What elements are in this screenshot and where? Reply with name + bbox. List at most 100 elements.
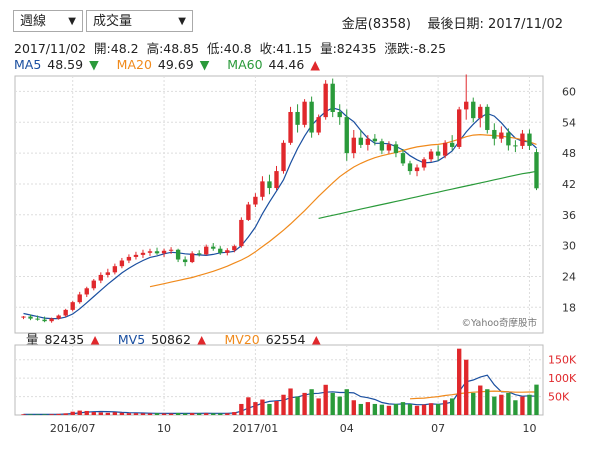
candle-body <box>527 133 532 146</box>
vol-value: 82435 <box>44 332 85 347</box>
candle-body <box>323 83 328 118</box>
indicator-select-value: 成交量 <box>93 14 133 29</box>
triangle-down-icon: ▼ <box>178 16 186 27</box>
volume-bar <box>260 399 265 415</box>
vol-label: 量 <box>26 332 39 347</box>
volume-bar <box>84 410 89 415</box>
candle-body <box>49 318 54 322</box>
price-tick-label: 60 <box>562 85 576 98</box>
candle-body <box>379 141 385 151</box>
volume-bar <box>232 412 237 415</box>
price-tick-label: 54 <box>562 116 576 129</box>
mv5-value: 50862 <box>151 332 191 347</box>
volume-bar <box>492 396 497 415</box>
volume-bar <box>534 384 539 415</box>
volume-bar <box>358 403 363 415</box>
candle-body <box>126 256 132 261</box>
volume-bar <box>309 389 314 415</box>
candle-body <box>140 252 146 255</box>
volume-bar <box>428 403 434 415</box>
candle-body <box>239 219 244 247</box>
volume-bar <box>386 405 392 415</box>
volume-bar <box>77 410 82 415</box>
ohlc-change: 漲跌:-8.25 <box>384 41 447 56</box>
watermark: ©Yahoo奇摩股市 <box>462 317 538 329</box>
volume-bar <box>499 394 504 415</box>
volume-tick-label: 100K <box>548 372 577 385</box>
candle-body <box>112 266 118 273</box>
candle-body <box>464 101 469 110</box>
price-panel-frame <box>14 75 544 334</box>
candle-body <box>274 171 279 189</box>
candle-body <box>84 288 89 295</box>
mv5-label: MV5 <box>117 332 146 347</box>
volume-bar <box>91 412 96 415</box>
ma20-value: 49.69 <box>157 57 194 72</box>
candle-body <box>246 204 251 220</box>
volume-tick-label: 50K <box>548 391 570 404</box>
candle-body <box>63 309 68 316</box>
volume-bar <box>393 403 399 415</box>
ohlc-summary: 2017/11/02 開:48.2 高:48.85 低:40.8 收:41.15… <box>14 38 450 57</box>
candle-body <box>28 316 33 319</box>
triangle-down-icon: ▼ <box>68 16 76 27</box>
candle-body <box>281 142 286 172</box>
candle-body <box>168 249 174 251</box>
candle-body <box>400 153 406 164</box>
candle-body <box>485 106 490 130</box>
ma20-arrow: ▼ <box>199 57 210 72</box>
candle-body <box>414 167 420 172</box>
volume-bar <box>379 404 385 415</box>
ohlc-high: 高:48.85 <box>146 41 200 56</box>
volume-bar <box>133 413 139 415</box>
price-tick-label: 18 <box>562 301 576 314</box>
candle-body <box>42 319 47 322</box>
candle-body <box>218 248 223 253</box>
ma5-line <box>23 107 537 320</box>
ma20-label: MA20 <box>116 57 152 72</box>
volume-bar <box>478 385 483 415</box>
indicator-select[interactable]: 成交量 ▼ <box>86 10 193 32</box>
volume-bar <box>154 413 160 415</box>
vol-arrow: ▲ <box>90 332 100 347</box>
volume-bar <box>302 392 307 415</box>
candle-body <box>330 83 335 112</box>
ma20-line <box>149 133 537 288</box>
volume-bar <box>119 412 125 415</box>
volume-bar <box>225 413 230 415</box>
volume-bar <box>267 403 272 415</box>
candle-body <box>175 249 181 260</box>
volume-bar <box>175 412 181 415</box>
volume-bar <box>105 412 111 415</box>
price-tick-label: 36 <box>562 209 576 222</box>
candle-body <box>295 111 300 125</box>
candle-body <box>225 250 230 253</box>
ohlc-close: 收:41.15 <box>259 41 313 56</box>
period-select[interactable]: 週線 ▼ <box>13 10 83 32</box>
volume-bar <box>323 384 328 415</box>
volume-bar <box>400 402 406 415</box>
mv5-arrow: ▲ <box>196 332 207 347</box>
candle-body <box>428 151 434 160</box>
candle-body <box>478 106 483 119</box>
volume-bar <box>253 402 258 415</box>
volume-bar <box>168 413 174 415</box>
time-tick-label: 2016/07 <box>50 422 96 435</box>
candle-body <box>513 145 518 147</box>
volume-bar <box>513 400 518 415</box>
period-select-value: 週線 <box>20 14 47 29</box>
candle-body <box>161 250 167 254</box>
volume-bar <box>35 414 40 415</box>
candle-body <box>35 318 40 320</box>
candle-body <box>91 280 96 289</box>
candle-body <box>393 144 399 154</box>
candle-body <box>77 294 82 303</box>
candle-body <box>105 272 111 275</box>
volume-bar <box>435 403 441 415</box>
price-tick-label: 42 <box>562 178 576 191</box>
candle-body <box>302 101 307 125</box>
mv20-arrow: ▲ <box>311 332 322 347</box>
volume-bar <box>520 396 525 415</box>
candle-body <box>344 117 349 154</box>
volume-bar <box>288 388 293 415</box>
